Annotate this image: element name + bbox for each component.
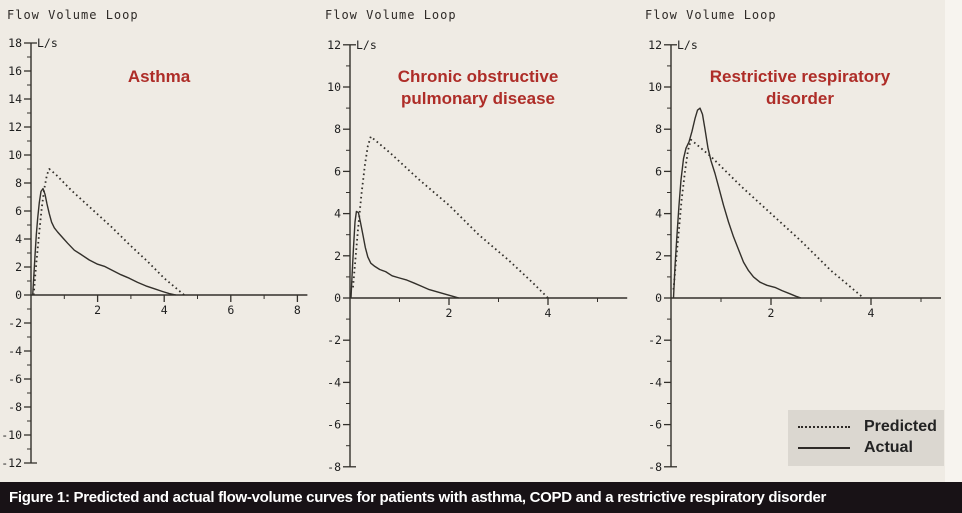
svg-text:10: 10 (648, 80, 662, 94)
svg-text:-6: -6 (8, 372, 22, 386)
svg-text:12: 12 (8, 120, 22, 134)
legend-actual-label: Actual (864, 439, 913, 456)
chart-title-restrictive: Restrictive respiratory disorder (638, 66, 962, 110)
svg-text:-12: -12 (1, 456, 22, 470)
svg-text:6: 6 (15, 204, 22, 218)
svg-text:8: 8 (294, 303, 301, 317)
caption-text: Figure 1: Predicted and actual flow-volu… (9, 489, 827, 506)
svg-text:2: 2 (655, 249, 662, 263)
svg-text:L/s: L/s (356, 38, 377, 52)
chart-header: Flow Volume Loop (7, 8, 139, 22)
svg-text:8: 8 (655, 122, 662, 136)
chart-plot-1: -8 -6 -4 -2 0 2 4 6 8 10 12 2 4 L/s (327, 38, 628, 474)
svg-text:-4: -4 (648, 375, 662, 389)
svg-text:14: 14 (8, 92, 22, 106)
svg-text:12: 12 (327, 38, 341, 52)
svg-text:-2: -2 (327, 333, 341, 347)
chart-asthma: Flow Volume Loop Asthma -12 -10 -8 -6 -4 -2 0 2… (0, 0, 318, 482)
svg-text:2: 2 (15, 260, 22, 274)
chart-title-line: disorder (765, 89, 835, 108)
chart-restrictive: Flow Volume Loop Restrictive respiratory… (638, 0, 962, 482)
legend-item-actual: Actual (798, 439, 913, 457)
svg-text:10: 10 (327, 80, 341, 94)
svg-text:-8: -8 (648, 460, 662, 474)
chart-title-copd: Chronic obstructive pulmonary disease (318, 66, 638, 110)
svg-text:L/s: L/s (677, 38, 698, 52)
svg-text:10: 10 (8, 148, 22, 162)
chart-title-asthma: Asthma (0, 66, 318, 88)
chart-title-line: pulmonary disease (400, 89, 555, 108)
legend-item-predicted: Predicted (798, 418, 937, 436)
svg-text:2: 2 (768, 306, 775, 320)
legend: Predicted Actual (788, 410, 944, 466)
svg-text:L/s: L/s (37, 36, 58, 50)
chart-header: Flow Volume Loop (325, 8, 457, 22)
chart-copd: Flow Volume Loop Chronic obstructive pul… (318, 0, 638, 482)
svg-text:-6: -6 (327, 418, 341, 432)
svg-text:-6: -6 (648, 418, 662, 432)
svg-text:4: 4 (161, 303, 168, 317)
svg-text:4: 4 (868, 306, 875, 320)
chart-header: Flow Volume Loop (645, 8, 777, 22)
svg-text:0: 0 (15, 288, 22, 302)
chart-title-line: Chronic obstructive (397, 67, 559, 86)
svg-text:-8: -8 (327, 460, 341, 474)
svg-text:0: 0 (334, 291, 341, 305)
svg-text:-4: -4 (327, 375, 341, 389)
chart-title-line: Asthma (127, 67, 191, 86)
svg-text:8: 8 (334, 122, 341, 136)
figure-caption-bar: Figure 1: Predicted and actual flow-volu… (0, 482, 962, 513)
svg-text:4: 4 (545, 306, 552, 320)
legend-predicted-label: Predicted (864, 418, 937, 435)
chart-plot-2: -8 -6 -4 -2 0 2 4 6 8 10 12 2 4 L/s (648, 38, 941, 474)
svg-text:6: 6 (227, 303, 234, 317)
svg-text:-8: -8 (8, 400, 22, 414)
svg-text:-2: -2 (648, 333, 662, 347)
svg-text:2: 2 (446, 306, 453, 320)
svg-text:4: 4 (15, 232, 22, 246)
svg-text:18: 18 (8, 36, 22, 50)
svg-text:-4: -4 (8, 344, 22, 358)
svg-text:12: 12 (648, 38, 662, 52)
svg-text:0: 0 (655, 291, 662, 305)
dotted-line-icon (798, 426, 850, 428)
svg-text:4: 4 (334, 207, 341, 221)
svg-text:2: 2 (334, 249, 341, 263)
svg-text:2: 2 (94, 303, 101, 317)
svg-text:6: 6 (655, 164, 662, 178)
chart-title-line: Restrictive respiratory (709, 67, 891, 86)
svg-text:16: 16 (8, 64, 22, 78)
svg-text:4: 4 (655, 207, 662, 221)
page-margin-strip (945, 0, 962, 482)
svg-text:6: 6 (334, 164, 341, 178)
svg-text:8: 8 (15, 176, 22, 190)
chart-plot-0: -12 -10 -8 -6 -4 -2 0 2 4 6 8 10 12 14 16 18 2 4 6 8 L/s (1, 36, 308, 470)
solid-line-icon (798, 447, 850, 449)
svg-text:-10: -10 (1, 428, 22, 442)
svg-text:-2: -2 (8, 316, 22, 330)
